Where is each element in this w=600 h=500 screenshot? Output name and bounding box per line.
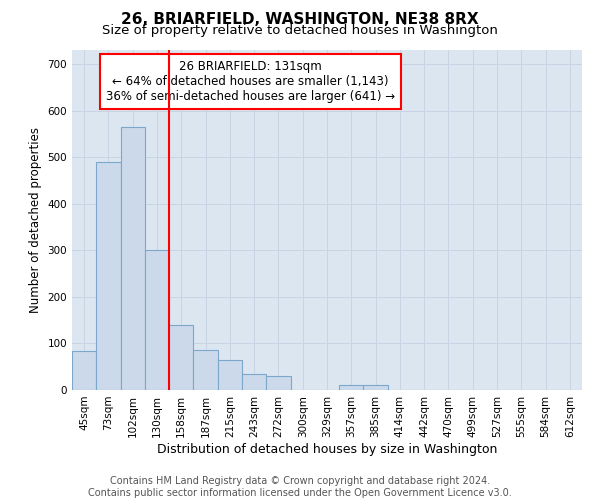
- Y-axis label: Number of detached properties: Number of detached properties: [29, 127, 42, 313]
- Bar: [266, 376, 290, 390]
- Bar: [72, 352, 96, 390]
- Bar: [218, 360, 242, 390]
- Bar: [364, 386, 388, 390]
- Bar: [193, 350, 218, 390]
- Bar: [121, 127, 145, 390]
- Text: 26 BRIARFIELD: 131sqm
← 64% of detached houses are smaller (1,143)
36% of semi-d: 26 BRIARFIELD: 131sqm ← 64% of detached …: [106, 60, 395, 103]
- Bar: [242, 374, 266, 390]
- Bar: [145, 250, 169, 390]
- Bar: [96, 162, 121, 390]
- Text: Size of property relative to detached houses in Washington: Size of property relative to detached ho…: [102, 24, 498, 37]
- Bar: [339, 386, 364, 390]
- Text: 26, BRIARFIELD, WASHINGTON, NE38 8RX: 26, BRIARFIELD, WASHINGTON, NE38 8RX: [121, 12, 479, 28]
- X-axis label: Distribution of detached houses by size in Washington: Distribution of detached houses by size …: [157, 442, 497, 456]
- Text: Contains HM Land Registry data © Crown copyright and database right 2024.
Contai: Contains HM Land Registry data © Crown c…: [88, 476, 512, 498]
- Bar: [169, 325, 193, 390]
